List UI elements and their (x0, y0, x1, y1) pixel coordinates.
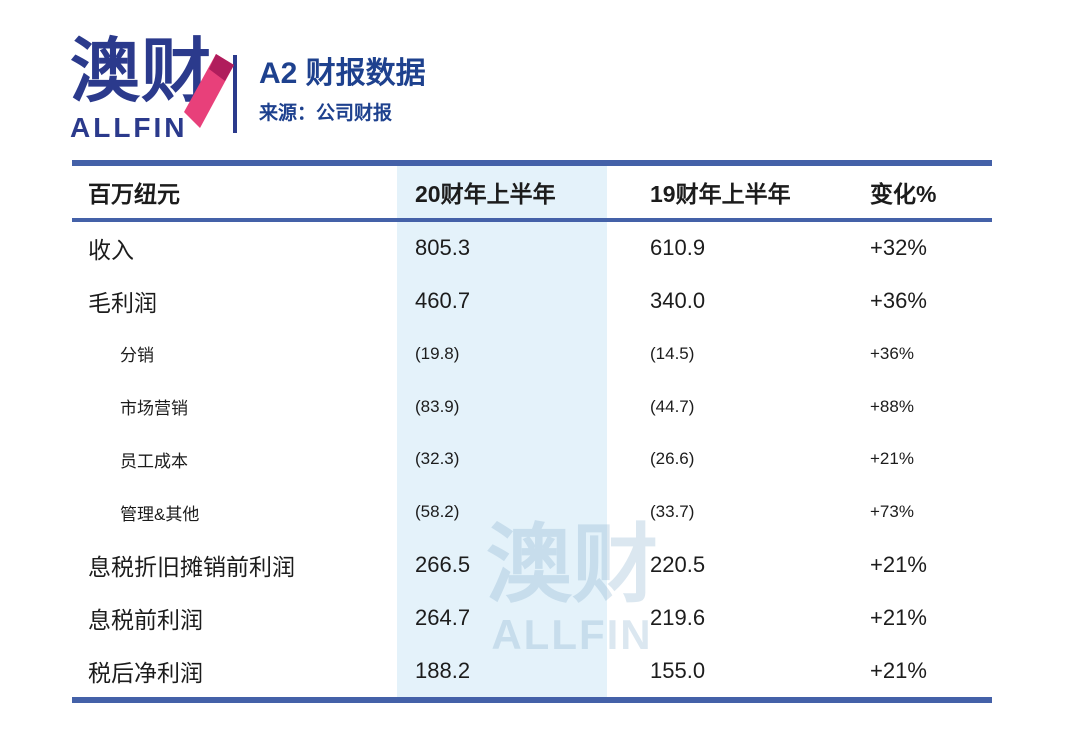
table-row-distribution: 分销 (19.8) (14.5) +36% (72, 328, 992, 381)
row-label: 收入 (88, 237, 134, 264)
highlighted-column-background (397, 166, 607, 697)
row-fy19: 610.9 (650, 235, 706, 261)
row-change: +36% (870, 343, 914, 363)
brand-logo-en: ALLFIN (70, 112, 188, 143)
row-fy20: (32.3) (415, 449, 460, 469)
table-row-ebit: 息税前利润 264.7 219.6 +21% (72, 591, 992, 644)
row-fy20: (58.2) (415, 502, 460, 522)
row-label: 税后净利润 (88, 659, 203, 686)
column-header-change: 变化% (870, 181, 937, 207)
row-label: 息税前利润 (88, 606, 203, 633)
page-title: A2 财报数据 (259, 57, 426, 90)
table-header-rule (72, 218, 992, 222)
row-change: +21% (870, 449, 914, 469)
row-fy19: 219.6 (650, 604, 706, 630)
row-change: +32% (870, 235, 927, 261)
table-body: 收入 805.3 610.9 +32% 毛利润 460.7 340.0 +36%… (72, 222, 992, 697)
brand-logo: 澳财 ALLFIN (70, 32, 234, 143)
source-label: 来源：公司财报 (259, 103, 393, 124)
row-fy19: 220.5 (650, 552, 706, 578)
table-bottom-rule (72, 697, 992, 703)
table-row-gross-profit: 毛利润 460.7 340.0 +36% (72, 275, 992, 328)
row-fy19: 340.0 (650, 288, 706, 314)
row-fy19: (44.7) (650, 396, 695, 416)
row-fy20: (83.9) (415, 396, 460, 416)
column-header-unit: 百万纽元 (88, 181, 180, 207)
row-label: 息税折旧摊销前利润 (88, 554, 295, 581)
row-change: +21% (870, 657, 927, 683)
row-fy19: (14.5) (650, 343, 695, 363)
row-change: +73% (870, 502, 914, 522)
row-fy20: 266.5 (415, 552, 471, 578)
table-row-admin-other: 管理&其他 (58.2) (33.7) +73% (72, 486, 992, 539)
row-fy20: 460.7 (415, 288, 471, 314)
row-fy20: (19.8) (415, 343, 460, 363)
table-row-marketing: 市场营销 (83.9) (44.7) +88% (72, 380, 992, 433)
column-header-fy20h1: 20财年上半年 (415, 181, 556, 207)
row-fy19: (26.6) (650, 449, 695, 469)
row-change: +36% (870, 288, 927, 314)
row-fy19: (33.7) (650, 502, 695, 522)
row-fy19: 155.0 (650, 657, 706, 683)
row-fy20: 188.2 (415, 657, 471, 683)
table-row-ebitda: 息税折旧摊销前利润 266.5 220.5 +21% (72, 539, 992, 592)
table-top-rule (72, 160, 992, 166)
header-divider (233, 55, 237, 133)
brand-logo-cn: 澳财 (70, 32, 212, 110)
table-row-revenue: 收入 805.3 610.9 +32% (72, 222, 992, 275)
column-header-fy19h1: 19财年上半年 (650, 181, 791, 207)
row-label: 管理&其他 (120, 504, 200, 524)
row-label: 分销 (120, 346, 154, 366)
table-row-net-profit-after-tax: 税后净利润 188.2 155.0 +21% (72, 644, 992, 697)
row-fy20: 264.7 (415, 604, 471, 630)
table-header-row: 百万纽元 20财年上半年 19财年上半年 变化% (72, 166, 992, 218)
row-label: 市场营销 (120, 399, 188, 419)
row-change: +88% (870, 396, 914, 416)
row-label: 员工成本 (120, 451, 188, 471)
financial-table: 澳财 ALLFIN 百万纽元 20财年上半年 19财年上半年 变化% 收入 80… (72, 160, 992, 703)
row-label: 毛利润 (88, 290, 157, 317)
row-change: +21% (870, 604, 927, 630)
table-row-staff-costs: 员工成本 (32.3) (26.6) +21% (72, 433, 992, 486)
row-fy20: 805.3 (415, 235, 471, 261)
row-change: +21% (870, 552, 927, 578)
